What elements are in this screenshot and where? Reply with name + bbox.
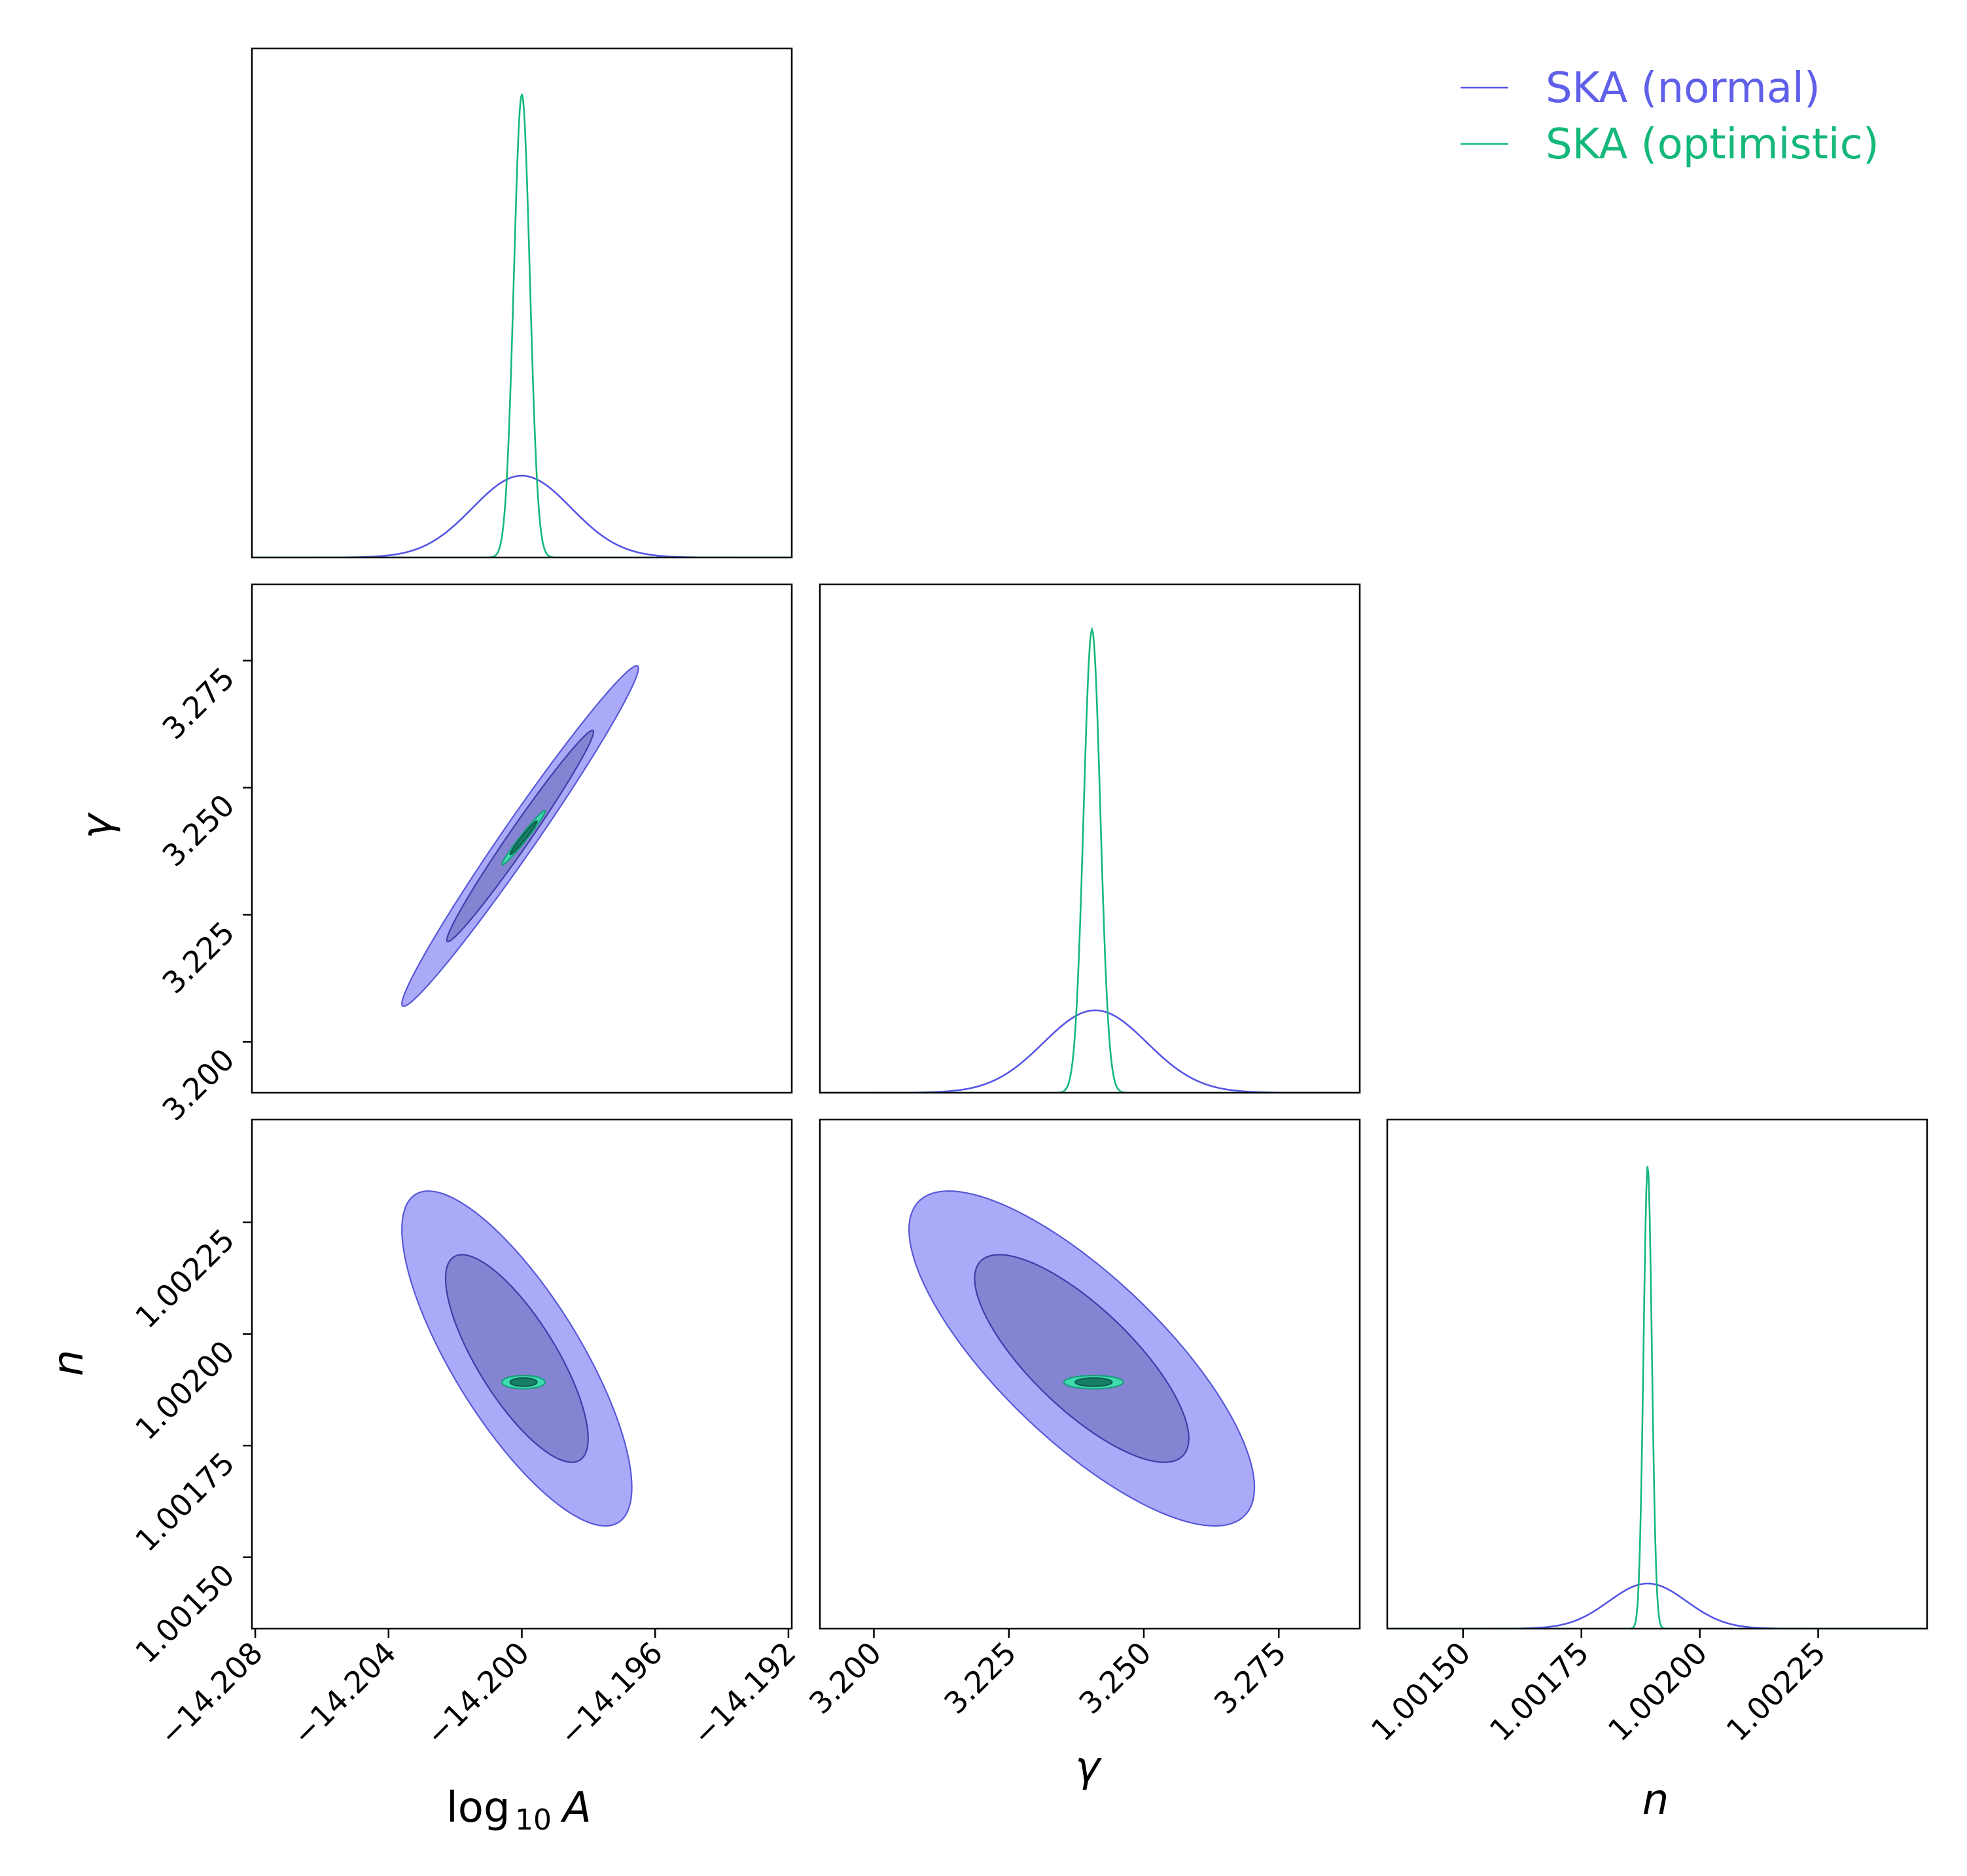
contour-content-2 bbox=[908, 1190, 1256, 1527]
marginal-panel-gamma bbox=[819, 583, 1361, 1094]
contour-panel-logA-gamma bbox=[251, 583, 793, 1094]
marginal-panel-n bbox=[1386, 1118, 1928, 1630]
x-axis-label-gamma: γ bbox=[1075, 1743, 1102, 1792]
x-axis-label-logA-main: log bbox=[446, 1784, 510, 1832]
contour-panel-gamma-n bbox=[819, 1118, 1361, 1630]
contour-68-optimistic-1 bbox=[509, 1377, 538, 1387]
legend: SKA (normal) SKA (optimistic) bbox=[1461, 64, 1879, 169]
marginal-curve-optimistic-n bbox=[1387, 1166, 1927, 1629]
marginal-frame-logA bbox=[251, 47, 793, 559]
legend-label-normal: SKA (normal) bbox=[1546, 64, 1820, 113]
contour-68-normal-2 bbox=[974, 1254, 1190, 1463]
contour-content-1 bbox=[401, 1190, 633, 1527]
marginal-frame-gamma bbox=[819, 583, 1361, 1094]
marginal-curve-optimistic-gamma bbox=[820, 626, 1360, 1093]
marginal-content-n bbox=[1387, 1166, 1927, 1629]
contour-68-normal-1 bbox=[444, 1254, 589, 1463]
contour-frame-0 bbox=[251, 583, 793, 1094]
x-axis-label-logA-var: A bbox=[560, 1784, 592, 1832]
contour-68-optimistic-2 bbox=[1074, 1377, 1113, 1387]
legend-label-optimistic: SKA (optimistic) bbox=[1546, 120, 1879, 169]
y-axis-label-n: n bbox=[44, 1350, 93, 1377]
contour-panel-logA-n bbox=[251, 1118, 793, 1630]
contour-68-optimistic-0 bbox=[509, 820, 538, 856]
contour-content-0 bbox=[401, 665, 639, 1008]
marginal-panel-logA bbox=[251, 47, 793, 559]
y-axis-label-gamma: γ bbox=[73, 812, 122, 839]
marginal-curve-optimistic-logA bbox=[252, 94, 792, 557]
marginal-frame-n bbox=[1386, 1118, 1928, 1630]
x-axis-label-n: n bbox=[1642, 1776, 1669, 1824]
x-axis-label-logA: log 10 A bbox=[446, 1784, 592, 1837]
contour-frame-2 bbox=[819, 1118, 1361, 1630]
x-axis-label-logA-sub: 10 bbox=[515, 1803, 552, 1837]
